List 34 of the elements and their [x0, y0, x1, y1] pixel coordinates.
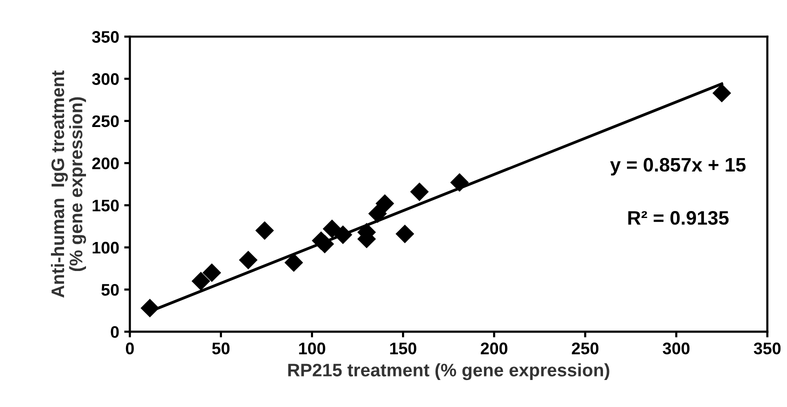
point: [334, 225, 352, 244]
point: [284, 253, 304, 272]
point: [368, 204, 387, 223]
x-tick-label: 300: [662, 342, 690, 354]
y-tick-label: 100: [92, 242, 119, 254]
y-tick-label: 350: [92, 31, 119, 43]
x-tick-label: 50: [212, 342, 230, 354]
point: [238, 250, 258, 270]
annotation: R² = 0.9135: [628, 211, 729, 225]
annotation: y = 0.857x + 15: [610, 158, 746, 176]
y-tick-label: 0: [110, 326, 119, 338]
x-tick-label: 250: [572, 342, 598, 354]
x-tick-label: 350: [754, 342, 781, 354]
y-tick-label: 150: [92, 200, 119, 212]
point: [376, 194, 394, 213]
point: [192, 272, 210, 290]
x-tick-label: 0: [126, 342, 134, 354]
x-tick-label: 100: [299, 342, 326, 354]
point: [396, 224, 414, 244]
point: [712, 84, 732, 102]
x-tick-label: 150: [390, 342, 416, 354]
point: [202, 263, 222, 282]
point: [255, 221, 274, 240]
point: [140, 298, 160, 318]
x-axis-title: RP215 treatment (% gene expression): [288, 363, 610, 380]
point: [322, 220, 342, 238]
y-tick-label: 200: [92, 157, 119, 170]
y-tick-label: 50: [101, 284, 119, 296]
y-tick-label: 250: [92, 115, 119, 128]
y-axis-title: Anti-human IgG treatment (% gene expression): [50, 70, 86, 298]
point: [410, 182, 429, 202]
y-tick-label: 300: [92, 73, 119, 86]
point: [450, 173, 469, 192]
x-tick-label: 200: [480, 342, 508, 354]
